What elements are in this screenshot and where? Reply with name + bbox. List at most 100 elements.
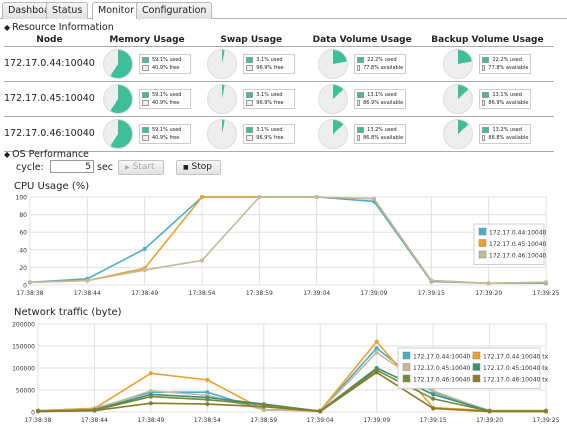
legend-used: 13.2% used <box>357 126 403 134</box>
data-point <box>142 268 147 273</box>
resource-table: Node Memory Usage Swap Usage Data Volume… <box>4 35 554 152</box>
series-line <box>37 371 546 413</box>
legend-swatch <box>472 363 481 371</box>
x-tick-label: 17:38:49 <box>131 290 158 297</box>
tab-monitor[interactable]: Monitor <box>92 2 141 20</box>
legend-label: 172.17.0.44:10040 <box>489 230 547 237</box>
x-tick-label: 17:39:15 <box>420 417 447 424</box>
data-point <box>374 370 379 375</box>
legend-swatch <box>357 56 365 63</box>
legend-swatch <box>402 351 411 360</box>
legend-used: 13.1% used <box>482 91 528 99</box>
data-point <box>374 346 379 351</box>
chart-legend <box>397 347 541 389</box>
node-address: 172.17.0.45:10040 <box>4 81 95 117</box>
swap-legend: 3.1% used 96.9% free <box>243 88 296 109</box>
y-tick-label: 0 <box>23 283 27 290</box>
cpu-chart-title: CPU Usage (%) <box>14 181 90 192</box>
memory-cell: 59.1% used 40.9% free <box>94 46 200 82</box>
header-swap: Swap Usage <box>199 35 304 47</box>
x-tick-label: 17:38:49 <box>137 417 164 424</box>
series-line <box>29 196 547 285</box>
data-point <box>374 350 379 355</box>
resource-row: 172.17.0.44:10040 59.1% used 40.9% free 3.1… <box>4 46 554 82</box>
backup-volume-cell: 22.2% used 77.8% available <box>420 46 554 82</box>
data-point <box>544 280 548 285</box>
legend-swatch <box>478 239 487 247</box>
diamond-bullet-icon: ◆ <box>4 23 11 32</box>
data-point <box>257 195 262 199</box>
legend-label: 172.17.0.44:10040 tx <box>483 354 549 361</box>
legend-swatch <box>357 134 361 141</box>
resource-header-row: Node Memory Usage Swap Usage Data Volume… <box>4 35 554 47</box>
legend-swatch <box>141 64 149 71</box>
data-point <box>148 371 153 376</box>
data-point <box>148 394 153 399</box>
stop-button-label: Stop <box>191 162 213 172</box>
legend-swatch <box>246 56 254 63</box>
swap-pie-chart <box>207 83 238 114</box>
cycle-input[interactable]: 5 <box>50 160 94 173</box>
legend-text: 86.9% available <box>363 99 404 106</box>
legend-swatch <box>141 134 149 141</box>
data-point <box>487 409 492 414</box>
data-point <box>28 280 32 285</box>
series-line <box>37 369 546 412</box>
x-tick-label: 17:39:20 <box>475 290 502 297</box>
legend-free: 96.9% free <box>246 64 292 72</box>
data-volume-usage: 13.2% used 86.8% available <box>303 118 420 149</box>
tab-status[interactable]: Status <box>46 2 89 19</box>
swap-cell: 3.1% used 96.9% free <box>199 81 304 117</box>
legend-swatch <box>472 374 481 383</box>
x-tick-label: 17:38:38 <box>25 417 52 424</box>
legend-text: 86.8% available <box>488 134 529 141</box>
data-volume-cell: 22.2% used 77.8% available <box>303 46 421 82</box>
data-point <box>200 195 204 199</box>
legend-free: 77.8% available <box>482 64 528 72</box>
legend-free: 86.8% available <box>482 134 528 142</box>
x-tick-label: 17:39:15 <box>418 290 445 297</box>
legend-free: 40.9% free <box>141 134 188 142</box>
legend-swatch <box>478 250 487 259</box>
x-tick-label: 17:39:04 <box>307 417 334 424</box>
data-point <box>142 246 147 251</box>
swap-pie-chart <box>207 118 238 149</box>
start-button[interactable]: ▶ Start <box>118 160 164 175</box>
legend-free: 86.8% available <box>357 134 403 142</box>
data-volume-cell: 13.1% used 86.9% available <box>303 81 421 117</box>
legend-text: 59.1% used <box>151 126 182 133</box>
data-point <box>205 402 210 407</box>
data-point <box>318 409 323 414</box>
data-point <box>36 409 40 414</box>
tab-bar: Dashboard Status Monitor Configuration <box>0 0 567 20</box>
resource-row: 172.17.0.45:10040 59.1% used 40.9% free 3.1… <box>4 81 554 117</box>
swap-cell: 3.1% used 96.9% free <box>199 46 304 82</box>
legend-used: 3.1% used <box>246 91 292 99</box>
swap-pie-chart <box>207 48 238 79</box>
legend-label: 172.17.0.46:10040 <box>489 253 547 260</box>
legend-used: 22.2% used <box>357 56 403 64</box>
tab-configuration[interactable]: Configuration <box>136 2 213 19</box>
stop-button[interactable]: ■ Stop <box>176 160 222 175</box>
y-tick-label: 100 <box>16 195 28 202</box>
backup-volume-cell: 13.2% used 86.8% available <box>420 116 554 152</box>
data-point <box>314 195 319 199</box>
legend-text: 13.2% used <box>492 126 522 133</box>
legend-text: 3.1% used <box>256 56 283 63</box>
data-volume-legend: 13.1% used 86.9% available <box>354 88 407 109</box>
data-point <box>486 281 491 286</box>
memory-pie-chart <box>102 118 133 149</box>
legend-free: 86.9% available <box>357 99 403 107</box>
y-tick-label: 50000 <box>16 388 35 395</box>
swap-legend: 3.1% used 96.9% free <box>243 53 296 74</box>
data-point <box>544 409 548 414</box>
backup-volume-usage: 13.2% used 86.8% available <box>421 118 554 149</box>
legend-text: 13.1% used <box>367 91 397 98</box>
y-tick-label: 20 <box>19 265 27 272</box>
y-tick-label: 80 <box>19 212 27 219</box>
memory-usage: 59.1% used 40.9% free <box>95 48 199 79</box>
start-button-label: Start <box>132 162 155 172</box>
resource-title-text: Resource Information <box>12 22 114 33</box>
memory-legend: 59.1% used 40.9% free <box>138 53 191 74</box>
legend-free: 40.9% free <box>141 99 188 107</box>
